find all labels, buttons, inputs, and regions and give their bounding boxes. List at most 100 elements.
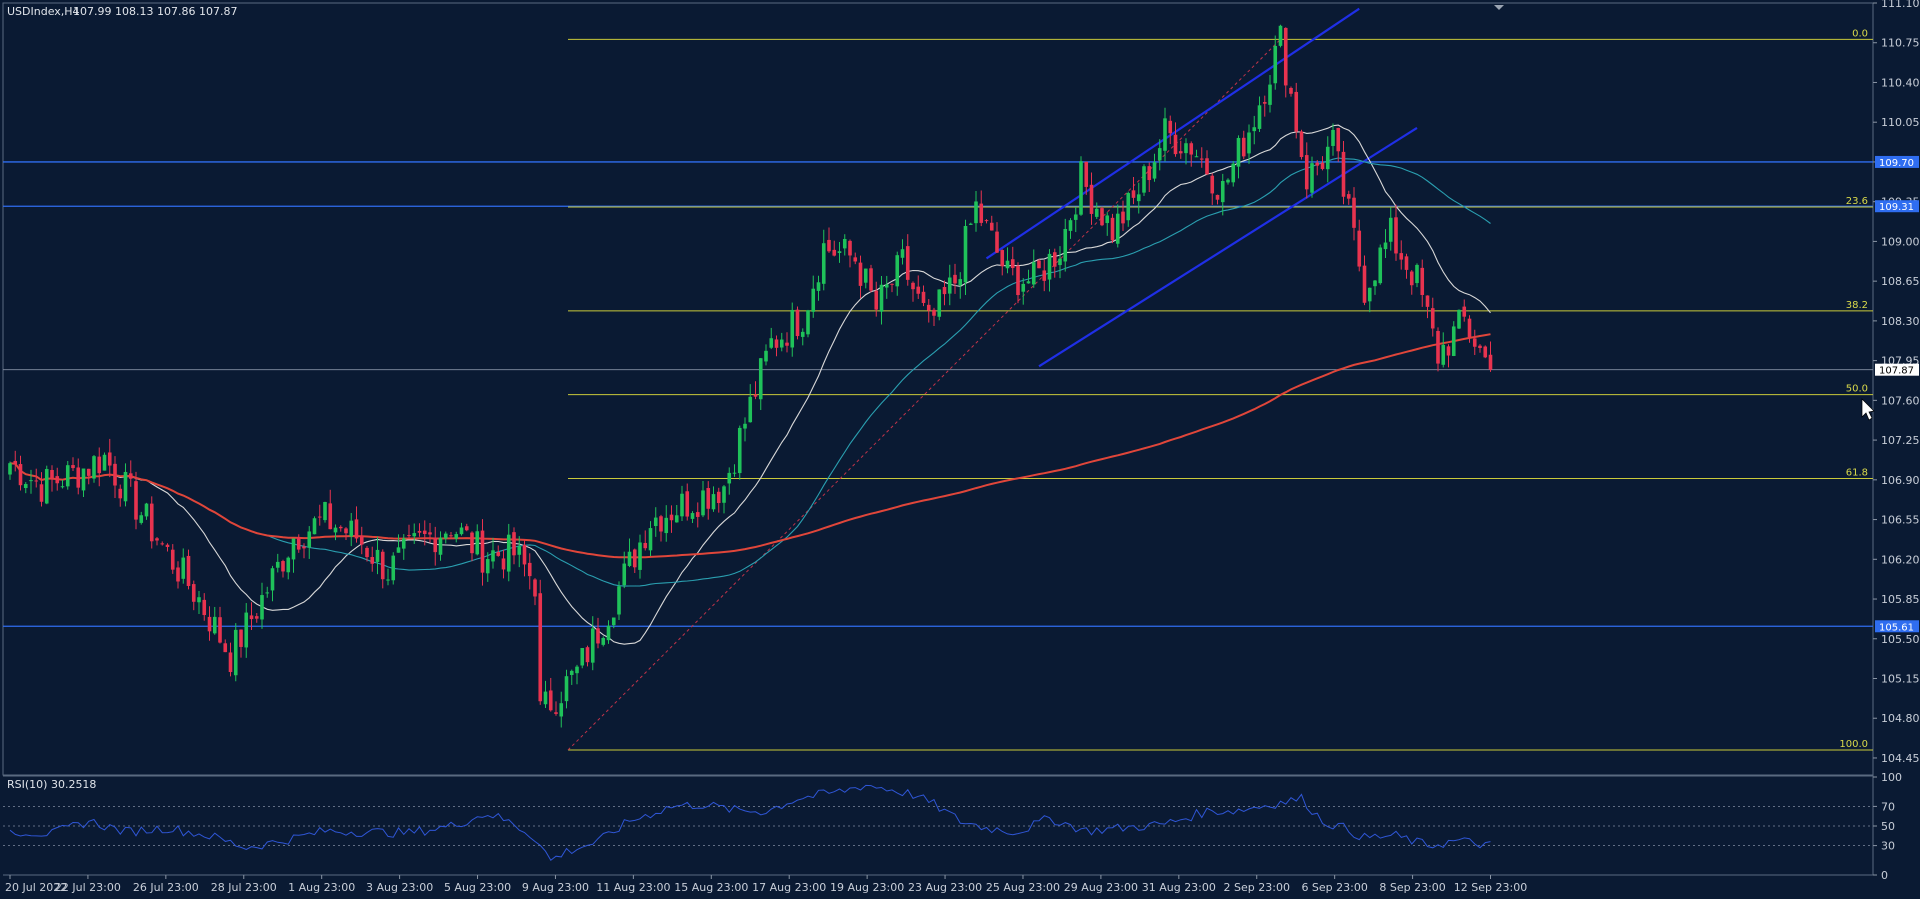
candle-body: [1420, 267, 1425, 295]
candle-111: [590, 616, 595, 671]
candle-body: [1247, 132, 1251, 154]
candle-body: [884, 284, 889, 288]
candle-89: [475, 524, 480, 556]
candle-142: [753, 381, 758, 400]
candle-body: [113, 463, 117, 486]
candle-244: [1289, 86, 1293, 97]
candle-body: [564, 676, 569, 702]
candle-55: [296, 534, 301, 553]
candle-body: [664, 517, 669, 534]
candle-74: [396, 534, 401, 553]
candle-177: [937, 289, 942, 321]
candle-167: [884, 275, 889, 299]
candle-body: [559, 703, 564, 717]
candle-body: [1016, 265, 1020, 296]
candle-body: [1273, 45, 1278, 84]
candle-231: [1220, 173, 1225, 216]
candle-138: [732, 464, 737, 477]
candle-0: [8, 461, 12, 480]
candle-body: [517, 546, 522, 555]
candle-80: [428, 522, 432, 543]
candle-body: [1199, 158, 1204, 160]
candle-body: [916, 286, 921, 294]
candle-5: [34, 468, 39, 488]
candle-body: [737, 427, 742, 474]
candle-21: [118, 484, 123, 507]
candle-42: [228, 642, 233, 677]
candle-body: [1152, 162, 1157, 179]
candle-body: [937, 289, 942, 317]
candle-232: [1226, 178, 1230, 185]
candle-251: [1325, 136, 1330, 183]
candle-24: [134, 471, 138, 530]
candle-274: [1446, 344, 1451, 368]
candle-280: [1478, 344, 1482, 353]
candle-body: [422, 530, 427, 535]
candle-242: [1278, 24, 1283, 48]
candle-130: [690, 511, 695, 523]
rsi-tick-label-2: 50: [1881, 820, 1895, 833]
candle-187: [989, 215, 994, 231]
candle-44: [239, 629, 243, 658]
candle-207: [1094, 202, 1099, 219]
candle-body: [722, 486, 726, 503]
candle-54: [291, 538, 296, 573]
candle-145: [769, 327, 774, 350]
candle-133: [706, 481, 711, 520]
candle-28: [155, 537, 159, 546]
x-tick-label-0: 20 Jul 2022: [5, 881, 67, 894]
candle-body: [732, 472, 737, 474]
candle-64: [344, 527, 348, 541]
candle-body: [176, 567, 180, 582]
candle-79: [422, 520, 427, 546]
candle-body: [239, 629, 243, 647]
candle-body: [1241, 137, 1246, 157]
candle-body: [212, 616, 217, 634]
candle-body: [622, 563, 627, 586]
candle-body: [774, 339, 779, 348]
candle-body: [197, 597, 201, 603]
candle-body: [1283, 27, 1288, 86]
candle-body: [170, 549, 175, 570]
candle-body: [386, 579, 390, 581]
candle-132: [701, 481, 705, 518]
candle-body: [1000, 250, 1005, 267]
candle-222: [1173, 122, 1178, 157]
candle-263: [1388, 207, 1393, 251]
candle-body: [811, 288, 816, 312]
candle-7: [44, 465, 49, 505]
candle-body: [1394, 217, 1398, 254]
candle-267: [1409, 270, 1414, 295]
candle-66: [354, 506, 359, 543]
x-tick-label-1: 22 Jul 23:00: [55, 881, 121, 894]
rsi-tick-label-1: 70: [1881, 800, 1895, 813]
candle-273: [1441, 332, 1446, 368]
candle-body: [795, 309, 800, 337]
candle-45: [244, 603, 249, 658]
candle-230: [1215, 194, 1220, 205]
candle-112: [596, 617, 600, 649]
candle-body: [1215, 194, 1220, 200]
candle-body: [291, 538, 296, 560]
candle-body: [60, 486, 65, 488]
candle-body: [412, 533, 417, 537]
candle-243: [1283, 27, 1288, 98]
candle-119: [632, 548, 637, 574]
candle-107: [569, 669, 574, 685]
fib-level-label-0: 0.0: [1852, 28, 1868, 39]
candle-265: [1399, 240, 1404, 270]
candle-body: [270, 568, 275, 591]
candle-body: [779, 339, 784, 348]
candle-185: [979, 190, 984, 227]
rsi-label: RSI(10) 30.2518: [7, 778, 96, 791]
scroll-marker-icon[interactable]: [1494, 5, 1504, 10]
candle-182: [963, 219, 968, 296]
candle-152: [806, 309, 810, 338]
candle-body: [1184, 143, 1188, 154]
y-tick-label-15: 105.85: [1881, 593, 1920, 606]
candle-body: [1425, 295, 1430, 307]
candle-body: [1310, 163, 1314, 193]
candle-2: [18, 455, 23, 491]
candle-99: [527, 553, 532, 590]
